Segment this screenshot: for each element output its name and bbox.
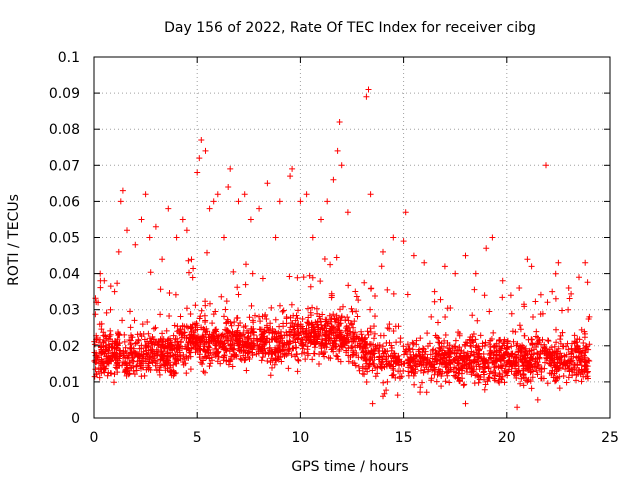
x-tick-label: 15	[395, 430, 413, 446]
data-points	[91, 86, 593, 411]
y-tick-label: 0.04	[49, 267, 80, 283]
y-tick-label: 0.01	[49, 375, 80, 391]
x-tick-label: 0	[90, 430, 99, 446]
y-tick-label: 0.07	[49, 158, 80, 174]
x-tick-label: 25	[601, 430, 619, 446]
x-tick-label: 5	[193, 430, 202, 446]
y-tick-label: 0.09	[49, 86, 80, 102]
x-axis-label: GPS time / hours	[291, 459, 408, 475]
y-tick-label: 0.08	[49, 122, 80, 138]
x-axis-tick-labels: 0 5 10 15 20 25	[90, 430, 619, 446]
x-tick-label: 20	[498, 430, 516, 446]
y-tick-label: 0.06	[49, 194, 80, 210]
y-axis-tick-labels: 0 0.01 0.02 0.03 0.04 0.05 0.06 0.07 0.08 0.09 0.1	[49, 50, 80, 427]
grid-lines	[94, 57, 610, 418]
y-tick-label: 0.03	[49, 303, 80, 319]
y-tick-label: 0.02	[49, 339, 80, 355]
chart-title: Day 156 of 2022, Rate Of TEC Index for r…	[164, 20, 536, 36]
y-axis-label: ROTI / TECUs	[6, 194, 22, 286]
y-tick-label: 0	[71, 411, 80, 427]
y-tick-label: 0.1	[58, 50, 80, 66]
y-tick-label: 0.05	[49, 231, 80, 247]
x-tick-label: 10	[291, 430, 309, 446]
axis-ticks	[93, 56, 611, 419]
scatter-markers	[91, 86, 593, 411]
